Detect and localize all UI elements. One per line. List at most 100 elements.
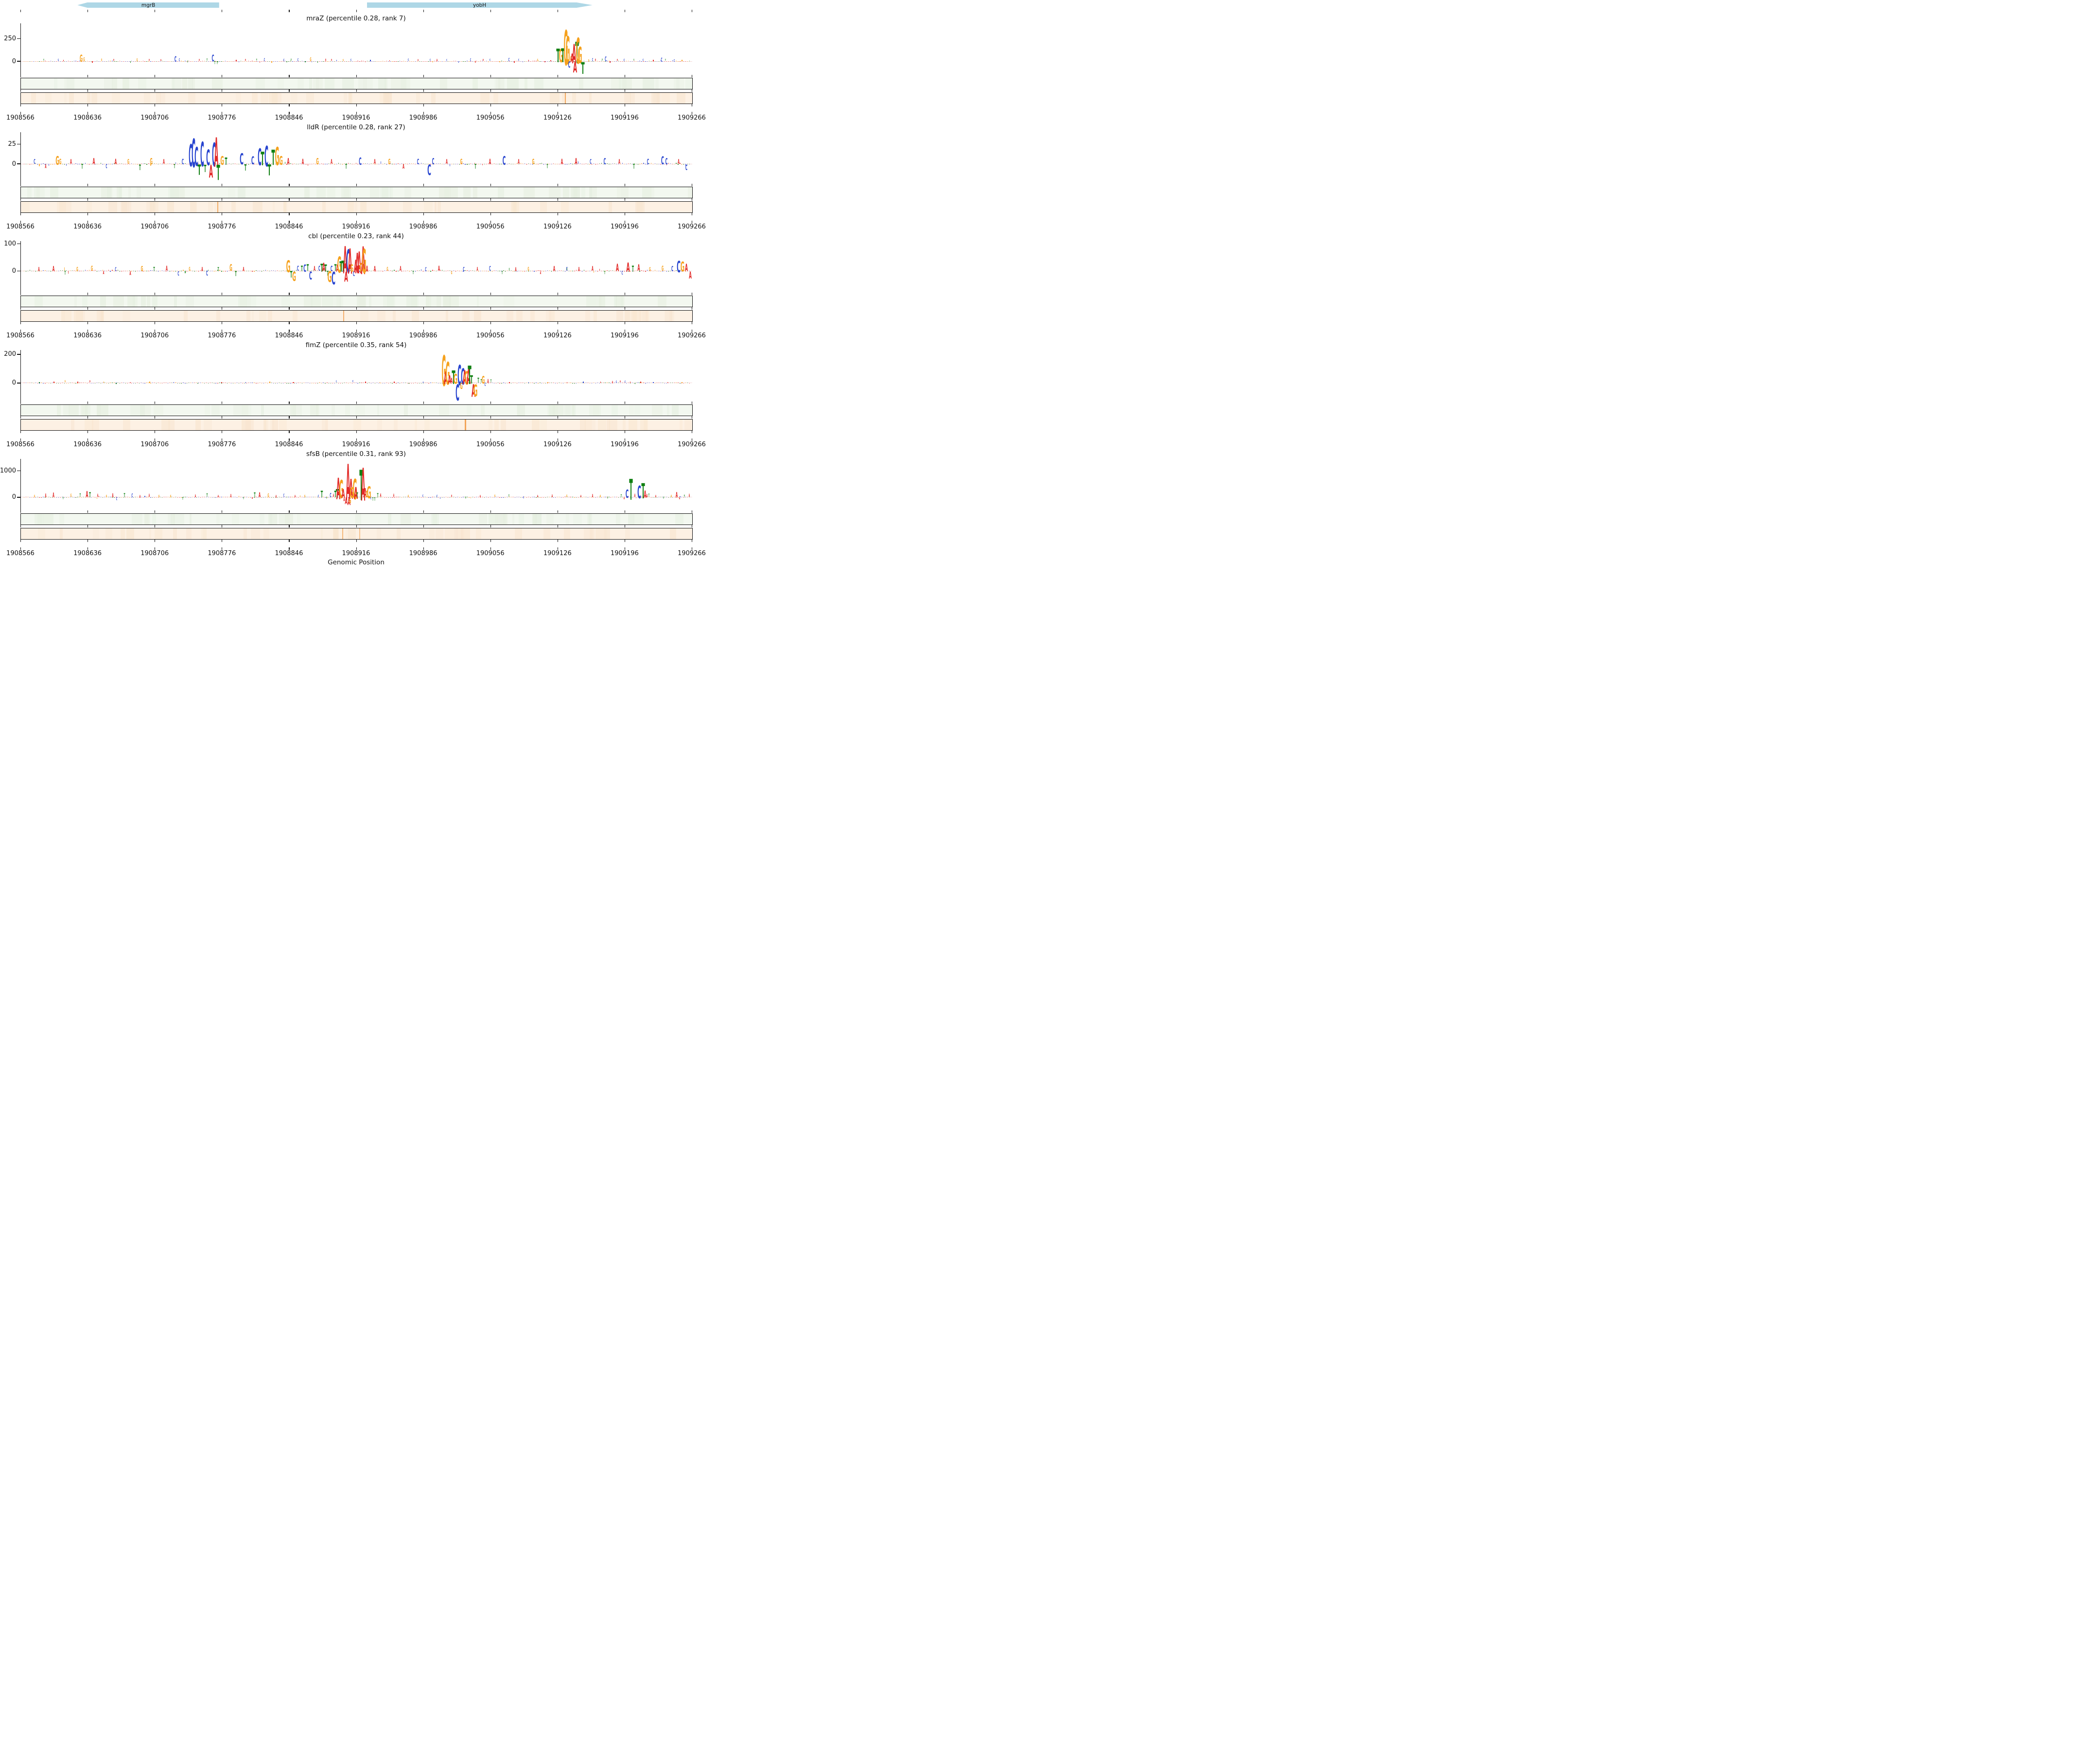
axis-tick: [356, 307, 357, 310]
axis-tick: [356, 510, 357, 513]
axis-tick: [490, 112, 491, 114]
noise-bar: [150, 164, 151, 166]
noise-bar: [363, 163, 364, 164]
strip-band: [261, 405, 264, 416]
strip-band: [121, 528, 125, 539]
logo-letter: A: [366, 263, 368, 274]
noise-bar: [503, 497, 504, 498]
strip-band: [449, 296, 459, 307]
logo-letter: A: [361, 459, 366, 512]
strip-band: [393, 311, 396, 321]
strip-band: [190, 202, 197, 212]
noise-bar: [390, 61, 391, 62]
noise-bar: [411, 497, 412, 498]
logo-letter: A: [467, 365, 471, 389]
strip-band: [401, 514, 411, 525]
logo-letter: T: [225, 155, 228, 167]
strip-band: [57, 202, 67, 212]
logo-letter: A: [52, 491, 54, 499]
strip-band: [259, 311, 266, 321]
noise-bar: [75, 163, 76, 164]
noise-bar: [62, 270, 63, 271]
strip-band: [445, 528, 454, 539]
logo-plot-cbl: 100 0 A A T G G A C A G T A C G A C T G T A G T G C T C T C A C T A T T G C C…: [4, 241, 692, 293]
logo-letter: C: [297, 265, 299, 273]
strip-band: [104, 78, 113, 89]
logo-letter: T: [217, 60, 218, 65]
axis-tick: [20, 221, 21, 223]
strip-band: [549, 311, 555, 321]
strip-band: [633, 514, 644, 525]
strip-band: [432, 514, 439, 525]
logo-letter: C: [457, 359, 461, 392]
noise-bar: [428, 61, 429, 62]
noise-bar: [194, 163, 195, 164]
logo-letter: C: [309, 269, 312, 282]
axis-tick: [423, 10, 424, 12]
noise-bar: [413, 163, 414, 164]
strip-band: [123, 420, 131, 430]
tick-row: [20, 213, 693, 216]
logo-letter: A: [623, 496, 625, 500]
logo-letter: G: [275, 142, 280, 172]
axis-tick: [423, 402, 424, 404]
noise-bar: [150, 61, 151, 62]
noise-bar: [265, 163, 266, 164]
logo-letter: C: [671, 264, 673, 273]
noise-bar: [459, 164, 460, 165]
noise-bar: [81, 61, 82, 62]
strip-band: [188, 93, 195, 104]
strip-band: [283, 202, 288, 212]
noise-bar: [340, 270, 341, 271]
noise-bar: [196, 61, 197, 62]
noise-bar: [60, 270, 61, 271]
strip-band: [345, 528, 348, 539]
logo-letter: C: [352, 270, 355, 278]
logo-letter: C: [625, 487, 629, 501]
noise-bar: [505, 497, 506, 498]
y-axis-tick: [17, 243, 21, 245]
logo-letter: C: [346, 244, 350, 281]
noise-bar: [175, 271, 176, 272]
axis-tick: [423, 112, 424, 114]
strip-band: [585, 420, 592, 430]
logo-letter: T: [244, 162, 246, 173]
logo-letter: T: [412, 270, 414, 276]
noise-bar: [641, 270, 642, 271]
noise-bar: [359, 271, 360, 272]
noise-bar: [409, 497, 410, 498]
logo-letter: T: [153, 266, 155, 273]
logo-letter: G: [140, 264, 143, 273]
logo-letter: A: [259, 491, 261, 499]
strip-band: [618, 78, 627, 89]
noise-bar: [152, 61, 153, 62]
axis-tick: [490, 184, 491, 186]
logo-letter: A: [165, 264, 168, 273]
importance-strip-green: [20, 296, 693, 307]
logo-letter: C: [192, 131, 196, 177]
axis-tick: [20, 104, 21, 106]
logo-letter: T: [629, 472, 633, 507]
logo-letter: C: [105, 163, 107, 170]
strip-band: [149, 528, 151, 539]
logo-letter: G: [352, 472, 357, 506]
logo-letter-bar: [528, 382, 529, 383]
noise-bar: [146, 164, 147, 165]
logo-letter: C: [685, 162, 688, 172]
axis-tick: [490, 75, 491, 77]
noise-bar: [152, 163, 153, 164]
x-tick-label: 1909126: [543, 441, 572, 448]
strip-band: [231, 202, 236, 212]
noise-bar: [150, 270, 151, 271]
noise-bar: [455, 271, 456, 272]
noise-bar: [553, 61, 554, 62]
strip-band: [646, 311, 649, 321]
logo-letter-bar: [640, 382, 642, 383]
x-tick-label: 1908776: [208, 223, 236, 230]
noise-bar: [434, 270, 435, 271]
logo-letter: G: [339, 475, 344, 505]
strip-band: [281, 296, 291, 307]
axis-tick: [356, 402, 357, 404]
gene-label-yobH: yobH: [473, 2, 487, 8]
logo-letter: G: [315, 156, 319, 167]
